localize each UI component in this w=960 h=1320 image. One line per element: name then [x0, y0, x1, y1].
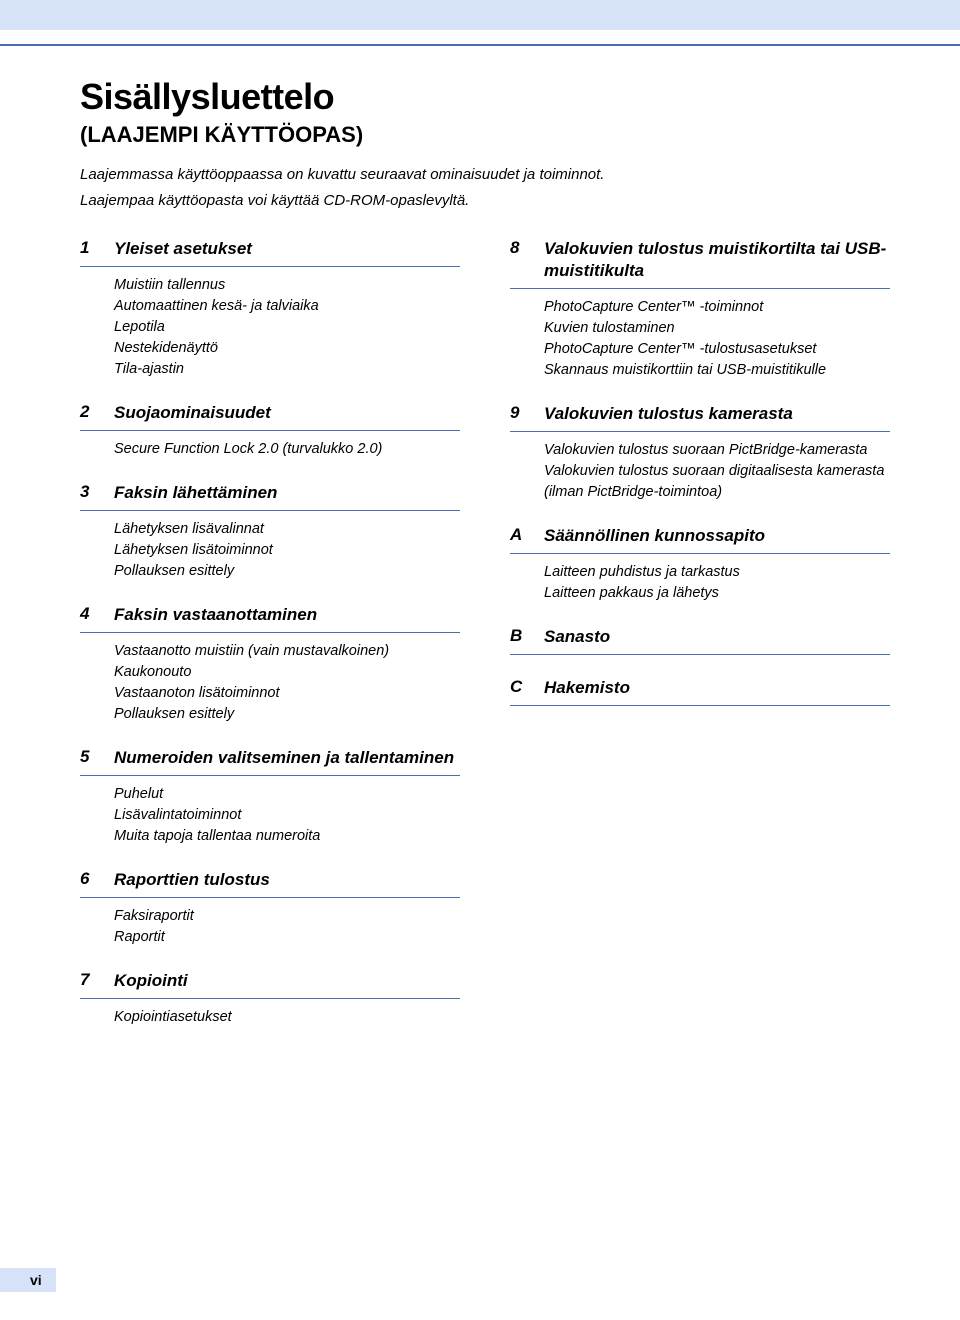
section-title: Yleiset asetukset — [114, 238, 252, 260]
section-items: Laitteen puhdistus ja tarkastus Laitteen… — [510, 562, 890, 604]
section-items: Muistiin tallennus Automaattinen kesä- j… — [80, 275, 460, 380]
toc-item: Faksiraportit — [114, 906, 460, 927]
section-title: Numeroiden valitseminen ja tallentaminen — [114, 747, 454, 769]
toc-item: Laitteen puhdistus ja tarkastus — [544, 562, 890, 583]
toc-item: Tila-ajastin — [114, 359, 460, 380]
section-title: Raporttien tulostus — [114, 869, 270, 891]
toc-section: 9 Valokuvien tulostus kamerasta Valokuvi… — [510, 403, 890, 503]
toc-section: 2 Suojaominaisuudet Secure Function Lock… — [80, 402, 460, 460]
section-number: 1 — [80, 238, 114, 258]
toc-item: Kaukonouto — [114, 662, 460, 683]
section-heading: 3 Faksin lähettäminen — [80, 482, 460, 511]
toc-section: 6 Raporttien tulostus Faksiraportit Rapo… — [80, 869, 460, 948]
toc-section: C Hakemisto — [510, 677, 890, 706]
section-number: A — [510, 525, 544, 545]
toc-item: Vastaanoton lisätoiminnot — [114, 683, 460, 704]
section-heading: 7 Kopiointi — [80, 970, 460, 999]
intro-line-2: Laajempaa käyttöopasta voi käyttää CD-RO… — [80, 190, 890, 212]
toc-section: 7 Kopiointi Kopiointiasetukset — [80, 970, 460, 1028]
section-heading: 9 Valokuvien tulostus kamerasta — [510, 403, 890, 432]
toc-item: Kopiointiasetukset — [114, 1007, 460, 1028]
section-title: Suojaominaisuudet — [114, 402, 271, 424]
section-title: Säännöllinen kunnossapito — [544, 525, 765, 547]
section-heading: 5 Numeroiden valitseminen ja tallentamin… — [80, 747, 460, 776]
toc-item: Lähetyksen lisätoiminnot — [114, 540, 460, 561]
section-heading: 1 Yleiset asetukset — [80, 238, 460, 267]
toc-columns: 1 Yleiset asetukset Muistiin tallennus A… — [80, 238, 890, 1051]
section-title: Kopiointi — [114, 970, 188, 992]
page-number: vi — [0, 1268, 56, 1292]
toc-section: B Sanasto — [510, 626, 890, 655]
section-number: 7 — [80, 970, 114, 990]
section-number: 6 — [80, 869, 114, 889]
section-number: 9 — [510, 403, 544, 423]
section-title: Hakemisto — [544, 677, 630, 699]
toc-item: Raportit — [114, 927, 460, 948]
toc-section: 8 Valokuvien tulostus muistikortilta tai… — [510, 238, 890, 381]
section-heading: 8 Valokuvien tulostus muistikortilta tai… — [510, 238, 890, 289]
toc-item: Pollauksen esittely — [114, 561, 460, 582]
section-number: 2 — [80, 402, 114, 422]
toc-item: Secure Function Lock 2.0 (turvalukko 2.0… — [114, 439, 460, 460]
toc-item: Automaattinen kesä- ja talviaika — [114, 296, 460, 317]
toc-item: Lepotila — [114, 317, 460, 338]
section-number: 5 — [80, 747, 114, 767]
section-items: Faksiraportit Raportit — [80, 906, 460, 948]
section-title: Sanasto — [544, 626, 610, 648]
toc-item: Lähetyksen lisävalinnat — [114, 519, 460, 540]
section-heading: 2 Suojaominaisuudet — [80, 402, 460, 431]
toc-item: Valokuvien tulostus suoraan digitaalises… — [544, 461, 890, 503]
toc-section: 4 Faksin vastaanottaminen Vastaanotto mu… — [80, 604, 460, 725]
toc-item: Kuvien tulostaminen — [544, 318, 890, 339]
section-number: 3 — [80, 482, 114, 502]
right-column: 8 Valokuvien tulostus muistikortilta tai… — [510, 238, 890, 1051]
toc-item: Nestekidenäyttö — [114, 338, 460, 359]
page-content: Sisällysluettelo (LAAJEMPI KÄYTTÖOPAS) L… — [0, 46, 960, 1050]
toc-section: 1 Yleiset asetukset Muistiin tallennus A… — [80, 238, 460, 380]
toc-item: Skannaus muistikorttiin tai USB-muistiti… — [544, 360, 890, 381]
section-number: B — [510, 626, 544, 646]
page-title: Sisällysluettelo — [80, 76, 890, 118]
section-items: Valokuvien tulostus suoraan PictBridge-k… — [510, 440, 890, 503]
toc-item: PhotoCapture Center™ -toiminnot — [544, 297, 890, 318]
toc-item: Lisävalintatoiminnot — [114, 805, 460, 826]
section-heading: B Sanasto — [510, 626, 890, 655]
toc-item: Vastaanotto muistiin (vain mustavalkoine… — [114, 641, 460, 662]
section-number: 4 — [80, 604, 114, 624]
toc-item: Muistiin tallennus — [114, 275, 460, 296]
section-items: Vastaanotto muistiin (vain mustavalkoine… — [80, 641, 460, 725]
toc-section: 3 Faksin lähettäminen Lähetyksen lisäval… — [80, 482, 460, 582]
toc-item: PhotoCapture Center™ -tulostusasetukset — [544, 339, 890, 360]
section-title: Faksin vastaanottaminen — [114, 604, 317, 626]
header-band — [0, 0, 960, 30]
page-subtitle: (LAAJEMPI KÄYTTÖOPAS) — [80, 122, 890, 148]
section-title: Faksin lähettäminen — [114, 482, 277, 504]
section-items: Secure Function Lock 2.0 (turvalukko 2.0… — [80, 439, 460, 460]
left-column: 1 Yleiset asetukset Muistiin tallennus A… — [80, 238, 460, 1051]
toc-section: A Säännöllinen kunnossapito Laitteen puh… — [510, 525, 890, 604]
toc-item: Valokuvien tulostus suoraan PictBridge-k… — [544, 440, 890, 461]
section-title: Valokuvien tulostus muistikortilta tai U… — [544, 238, 890, 282]
section-title: Valokuvien tulostus kamerasta — [544, 403, 793, 425]
section-heading: C Hakemisto — [510, 677, 890, 706]
section-items: Puhelut Lisävalintatoiminnot Muita tapoj… — [80, 784, 460, 847]
toc-item: Laitteen pakkaus ja lähetys — [544, 583, 890, 604]
intro-line-1: Laajemmassa käyttöoppaassa on kuvattu se… — [80, 164, 890, 186]
toc-item: Muita tapoja tallentaa numeroita — [114, 826, 460, 847]
section-number: C — [510, 677, 544, 697]
section-items: Lähetyksen lisävalinnat Lähetyksen lisät… — [80, 519, 460, 582]
section-items: Kopiointiasetukset — [80, 1007, 460, 1028]
section-items: PhotoCapture Center™ -toiminnot Kuvien t… — [510, 297, 890, 381]
toc-item: Puhelut — [114, 784, 460, 805]
toc-item: Pollauksen esittely — [114, 704, 460, 725]
section-heading: A Säännöllinen kunnossapito — [510, 525, 890, 554]
section-heading: 6 Raporttien tulostus — [80, 869, 460, 898]
toc-section: 5 Numeroiden valitseminen ja tallentamin… — [80, 747, 460, 847]
section-heading: 4 Faksin vastaanottaminen — [80, 604, 460, 633]
section-number: 8 — [510, 238, 544, 258]
